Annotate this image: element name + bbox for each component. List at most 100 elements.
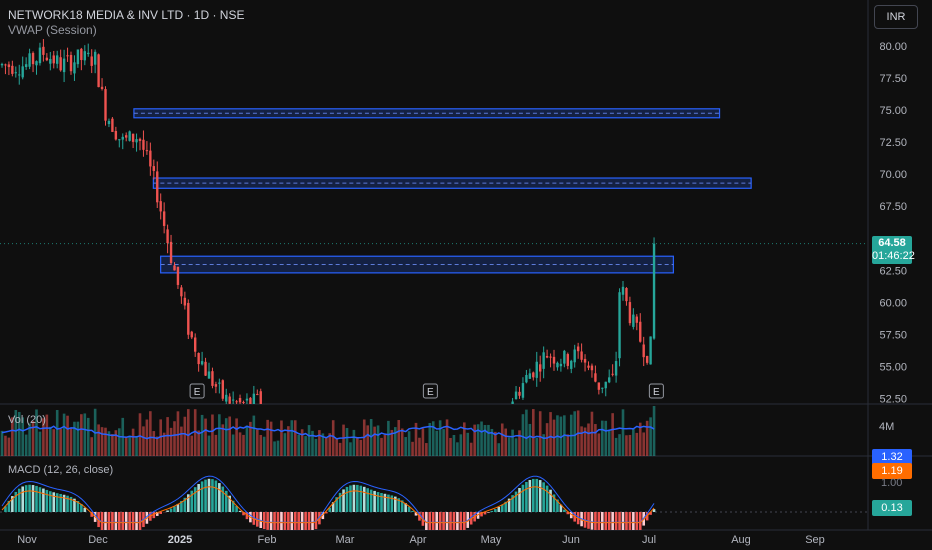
volume-scale-label: 4M — [879, 421, 895, 433]
x-tick-label: 2025 — [168, 534, 192, 546]
macd-histogram-bar — [266, 512, 269, 530]
macd-histogram-bar — [428, 512, 432, 530]
macd-histogram-bar — [221, 486, 225, 512]
volume-bar — [311, 430, 314, 456]
candle-body — [190, 331, 193, 338]
candle-body — [573, 349, 576, 363]
macd-histogram-bar — [159, 512, 162, 514]
volume-bar — [442, 429, 445, 456]
candle-body — [211, 371, 214, 386]
macd-histogram-bar — [490, 510, 494, 512]
macd-histogram-bar — [352, 484, 356, 512]
macd-histogram-bar — [597, 512, 601, 530]
macd-histogram-bar — [625, 512, 628, 530]
candle-body — [62, 58, 66, 73]
candle-body — [42, 46, 45, 55]
macd-histogram-bar — [300, 512, 304, 530]
volume-bar — [632, 429, 635, 456]
volume-bar — [69, 428, 73, 456]
volume-bar — [104, 427, 107, 456]
macd-histogram-bar — [652, 509, 656, 512]
candle-body — [87, 52, 90, 55]
volume-bar — [345, 428, 349, 456]
macd-histogram-bar — [611, 512, 614, 530]
macd-histogram-bar — [297, 512, 300, 530]
candle-body — [618, 292, 621, 359]
candle-body — [535, 361, 538, 378]
macd-histogram-bar — [535, 478, 539, 512]
volume-bar — [73, 421, 76, 456]
macd-histogram-bar — [356, 484, 359, 512]
volume-indicator-label[interactable]: Vol (20) — [8, 414, 46, 426]
volume-bar — [200, 414, 204, 456]
volume-bar — [359, 439, 363, 456]
volume-bar — [535, 437, 539, 456]
macd-histogram-bar — [180, 501, 183, 512]
candle-body — [559, 363, 563, 367]
candle-body — [635, 316, 638, 323]
candle-body — [197, 353, 200, 365]
macd-histogram-bar — [514, 491, 518, 512]
volume-bar — [297, 434, 300, 456]
candle-body — [4, 64, 7, 66]
volume-bar — [652, 406, 656, 456]
candle-body — [145, 150, 149, 152]
macd-indicator-label[interactable]: MACD (12, 26, close) — [8, 464, 114, 476]
candle-body — [38, 47, 42, 64]
y-tick-label: 67.50 — [879, 201, 907, 213]
macd-histogram-bar — [445, 512, 449, 530]
currency-button[interactable]: INR — [874, 5, 918, 29]
macd-histogram-bar — [107, 512, 111, 530]
candle-body — [159, 201, 162, 212]
macd-histogram-bar — [435, 512, 438, 530]
volume-bar — [328, 433, 332, 456]
candle-body — [601, 387, 604, 389]
volume-bar — [269, 421, 273, 456]
macd-histogram-bar — [335, 497, 338, 512]
candle-body — [566, 354, 569, 366]
volume-bar — [180, 426, 183, 456]
candle-body — [73, 62, 76, 74]
macd-histogram-bar — [632, 512, 635, 530]
y-tick-label: 72.50 — [879, 137, 907, 149]
macd-histogram-bar — [325, 512, 328, 514]
volume-bar — [245, 425, 249, 456]
macd-histogram-bar — [387, 494, 390, 512]
macd-histogram-bar — [169, 508, 173, 512]
x-tick-label: Apr — [409, 534, 426, 546]
candle-body — [225, 394, 228, 402]
volume-bar — [383, 434, 387, 456]
macd-histogram-bar — [618, 512, 621, 530]
macd-histogram-bar — [211, 479, 214, 512]
macd-histogram-bar — [228, 495, 231, 512]
volume-bar — [235, 418, 238, 456]
macd-histogram-bar — [42, 488, 45, 512]
earnings-marker — [189, 383, 205, 399]
volume-bar — [231, 434, 235, 456]
candle-body — [111, 118, 114, 132]
candle-body — [231, 399, 235, 401]
macd-histogram-bar — [311, 512, 314, 530]
x-tick-label: Jul — [642, 534, 656, 546]
candle-body — [156, 171, 159, 203]
volume-bar — [580, 426, 583, 456]
volume-bar — [480, 421, 483, 456]
macd-histogram-bar — [638, 512, 642, 530]
candle-body — [583, 358, 587, 363]
y-tick-label: 57.50 — [879, 329, 907, 341]
candle-body — [31, 52, 35, 65]
volume-bar — [162, 432, 166, 456]
candle-body — [611, 373, 614, 375]
candle-body — [511, 401, 514, 404]
candle-body — [228, 396, 231, 404]
macd-histogram-bar — [235, 505, 238, 512]
macd-histogram-bar — [504, 501, 507, 512]
macd-histogram-bar — [463, 512, 466, 530]
macd-histogram-bar — [173, 506, 176, 512]
macd-histogram-bar — [369, 489, 373, 512]
vwap-indicator-label[interactable]: VWAP (Session) — [8, 23, 97, 37]
macd-histogram-bar — [383, 493, 387, 512]
volume-bar — [573, 411, 576, 456]
volume-bar — [318, 430, 321, 456]
